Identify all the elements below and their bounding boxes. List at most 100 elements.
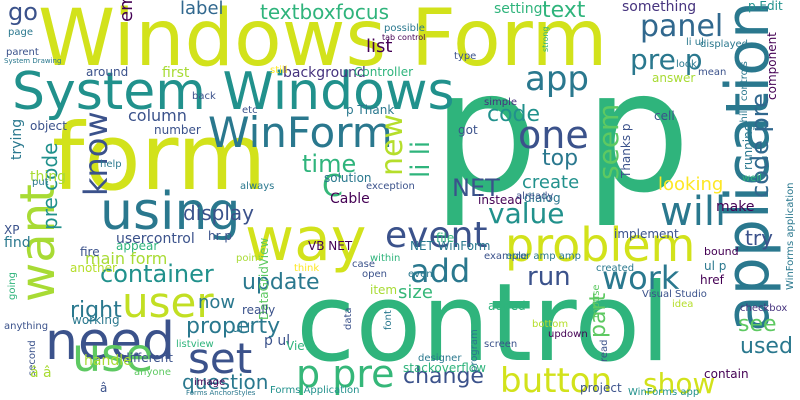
word: way [245, 205, 367, 275]
word: time [302, 150, 357, 178]
word: working [72, 313, 120, 327]
word: used [740, 334, 793, 359]
word: example [484, 251, 528, 262]
word: bottom [532, 319, 569, 330]
word: â [100, 381, 108, 395]
word: code [487, 102, 541, 127]
word: item [370, 283, 398, 297]
word: parent [6, 47, 39, 58]
word: mean [698, 67, 727, 78]
word: etc [242, 105, 258, 116]
word: size [398, 282, 433, 303]
word: handle [84, 353, 132, 369]
word: label [180, 0, 224, 19]
word: strong [541, 26, 550, 52]
word: got [458, 123, 478, 137]
word: point [236, 253, 262, 264]
word: Windows Form [38, 0, 608, 84]
word: different [122, 351, 173, 365]
word: listview [176, 339, 214, 350]
word: setting [494, 1, 543, 17]
word: ul li [232, 321, 254, 335]
word: pre p [630, 43, 703, 76]
word: column [128, 106, 187, 125]
word: href [700, 273, 724, 287]
word: implement [614, 227, 679, 241]
word: update [242, 270, 320, 295]
word: cell [654, 109, 675, 123]
word: Thanks p [619, 123, 633, 178]
word: bound [704, 245, 739, 258]
word: user [122, 278, 214, 327]
word: always [240, 181, 275, 192]
word: System Drawing [4, 57, 62, 65]
word: find [4, 235, 31, 251]
word: System Windows [12, 62, 455, 122]
word: VB NET [308, 239, 353, 253]
word: need [45, 312, 175, 372]
word: anyone [134, 367, 171, 378]
word: component [765, 32, 779, 100]
word: appear [116, 239, 159, 253]
word: something [622, 0, 697, 15]
word: fire [80, 245, 100, 259]
word: Forms AnchorStyles [186, 389, 256, 397]
word: ul p [704, 259, 727, 273]
word: still [270, 65, 288, 76]
word: trying [9, 118, 25, 160]
word: set [188, 334, 253, 383]
word: value [488, 197, 565, 230]
word: well [742, 173, 762, 184]
word: page [8, 27, 33, 38]
word: hr p [208, 229, 232, 243]
word: p pre [296, 352, 395, 396]
word: use [72, 328, 154, 382]
word: tab control [382, 33, 426, 42]
word: type [454, 51, 477, 62]
word: li ul [686, 37, 704, 48]
word: project [580, 381, 622, 395]
word: event [385, 215, 488, 256]
word: number [154, 123, 201, 137]
word: file [436, 231, 455, 245]
word: p ul [264, 333, 291, 349]
word: added [488, 299, 526, 313]
word: show [643, 367, 716, 400]
word: button [500, 361, 613, 400]
word: textboxfocus [260, 0, 389, 24]
word: screen [484, 339, 518, 350]
word: case [352, 259, 375, 270]
word: C [322, 169, 343, 204]
word: display [183, 201, 255, 225]
word: li li [406, 140, 436, 178]
word: WinForms app [628, 387, 700, 398]
word: put [32, 177, 49, 188]
word: work [602, 259, 680, 297]
word: WinForm [208, 108, 393, 157]
word: Visual Studio [642, 289, 707, 300]
word: question [182, 370, 269, 394]
word: now [198, 292, 236, 313]
word: container [100, 260, 214, 288]
word: child controls [739, 61, 750, 128]
word: exception [366, 181, 415, 192]
word: look [676, 59, 697, 70]
word: think [294, 263, 320, 274]
word: â â [30, 365, 52, 381]
word: within [370, 253, 401, 264]
word: image [194, 377, 226, 388]
word: simple [484, 97, 518, 108]
word: change [403, 364, 484, 389]
word: go [8, 0, 38, 26]
word: program [469, 329, 480, 372]
word: WinForms application [785, 182, 796, 290]
word: property [186, 314, 281, 339]
word: already [516, 191, 554, 202]
word: contain [704, 367, 749, 381]
word: View [286, 339, 315, 353]
word: checkbox [740, 303, 788, 314]
word: help [100, 159, 122, 170]
word: first [162, 65, 190, 81]
word: read [599, 339, 610, 362]
